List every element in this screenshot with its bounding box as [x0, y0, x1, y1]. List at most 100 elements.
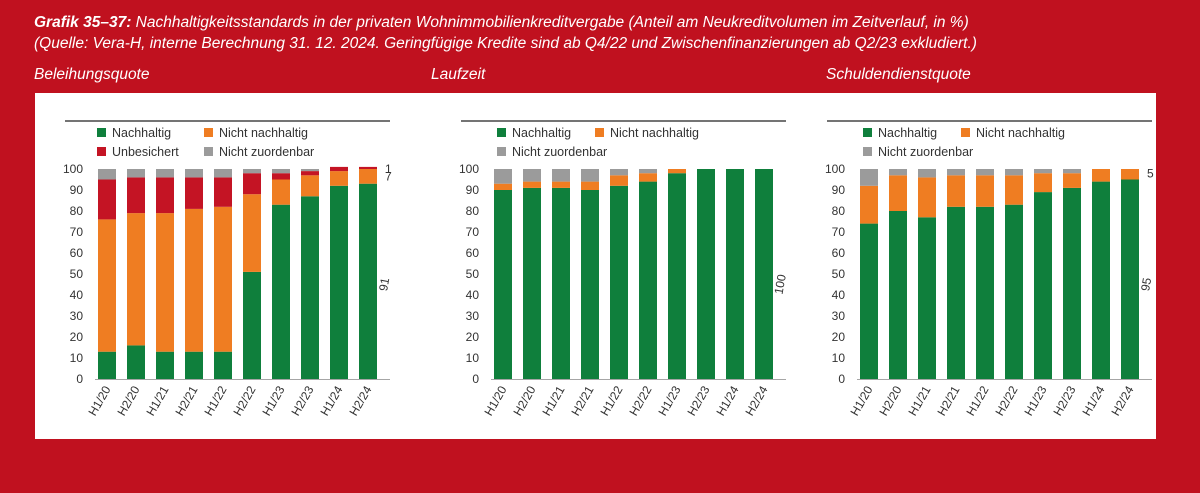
data-label-nachhaltig: 100: [772, 273, 789, 295]
bar-nicht-nachhaltig: [610, 175, 628, 186]
bar-nicht-zuordenbar: [552, 169, 570, 182]
bar-nachhaltig: [639, 181, 657, 379]
y-tick-label: 100: [459, 162, 479, 176]
bar-nicht-nachhaltig: [668, 169, 686, 174]
x-tick-label: H2/20: [114, 383, 142, 418]
bar-nicht-nachhaltig: [1121, 169, 1139, 180]
figure-title-bold: Grafik 35–37:: [34, 14, 132, 31]
bar-nachhaltig: [1063, 187, 1081, 379]
bar-unbesichert: [272, 173, 290, 180]
chart-title-beleihungsquote: Beleihungsquote: [34, 66, 150, 83]
x-tick-label: H2/24: [1108, 383, 1136, 418]
bar-unbesichert: [127, 177, 145, 214]
figure-title-rest: Nachhaltigkeitsstandards in der privaten…: [131, 14, 969, 31]
bar-nicht-zuordenbar: [947, 169, 965, 176]
bar-nicht-zuordenbar: [889, 169, 907, 176]
legend-swatch-nachhaltig: [497, 128, 506, 137]
x-tick-label: H1/22: [597, 383, 625, 418]
y-tick-label: 80: [832, 204, 846, 218]
chart-title-schuldendienstquote: Schuldendienstquote: [826, 66, 971, 83]
bar-nicht-nachhaltig: [1092, 169, 1110, 182]
bar-nicht-zuordenbar: [610, 169, 628, 176]
bar-nachhaltig: [127, 345, 145, 379]
bar-nicht-zuordenbar: [494, 169, 512, 184]
bar-nicht-zuordenbar: [581, 169, 599, 182]
x-tick-label: H2/21: [934, 383, 962, 418]
y-tick-label: 90: [70, 183, 84, 197]
legend-swatch-nicht-zuordenbar: [497, 147, 506, 156]
bar-nicht-zuordenbar: [639, 169, 657, 174]
bar-nicht-nachhaltig: [330, 171, 348, 186]
bar-nachhaltig: [889, 211, 907, 379]
y-tick-label: 90: [466, 183, 480, 197]
bar-nachhaltig: [523, 187, 541, 379]
x-tick-label: H1/20: [481, 383, 509, 418]
x-tick-label: H2/23: [684, 383, 712, 418]
bar-nachhaltig: [272, 204, 290, 379]
x-tick-label: H1/21: [143, 383, 171, 418]
y-tick-label: 20: [832, 330, 846, 344]
data-label-nicht-nachhaltig: 7: [385, 170, 392, 184]
bar-nachhaltig: [359, 183, 377, 379]
x-tick-label: H1/21: [539, 383, 567, 418]
legend-swatch-nicht-nachhaltig: [204, 128, 213, 137]
bar-nachhaltig: [1121, 179, 1139, 379]
y-tick-label: 50: [466, 267, 480, 281]
legend-swatch-nachhaltig: [863, 128, 872, 137]
y-tick-label: 10: [832, 351, 846, 365]
legend-swatch-nicht-nachhaltig: [595, 128, 604, 137]
x-tick-label: H2/22: [230, 383, 258, 418]
bar-nicht-zuordenbar: [1063, 169, 1081, 174]
x-tick-label: H1/22: [963, 383, 991, 418]
bar-nicht-nachhaltig: [860, 185, 878, 224]
bar-nicht-nachhaltig: [156, 213, 174, 352]
bar-nachhaltig: [1034, 192, 1052, 379]
bar-unbesichert: [301, 171, 319, 176]
bar-nicht-zuordenbar: [272, 169, 290, 174]
x-tick-label: H1/23: [259, 383, 287, 418]
bar-nicht-nachhaltig: [552, 181, 570, 188]
legend-label-unbesichert: Unbesichert: [112, 145, 179, 159]
legend-label-nicht-nachhaltig: Nicht nachhaltig: [610, 126, 699, 140]
data-label-unbesichert: 1: [385, 162, 392, 176]
x-tick-label: H1/23: [655, 383, 683, 418]
legend-label-nachhaltig: Nachhaltig: [512, 126, 571, 140]
bar-nachhaltig: [552, 187, 570, 379]
bar-nicht-zuordenbar: [918, 169, 936, 178]
x-tick-label: H2/22: [992, 383, 1020, 418]
x-tick-label: H2/20: [510, 383, 538, 418]
bar-nicht-zuordenbar: [156, 169, 174, 178]
bar-nicht-zuordenbar: [860, 169, 878, 186]
x-tick-label: H2/21: [568, 383, 596, 418]
bar-nicht-nachhaltig: [639, 173, 657, 182]
bar-unbesichert: [359, 166, 377, 169]
bar-nachhaltig: [976, 206, 994, 379]
bar-nachhaltig: [98, 351, 116, 379]
bar-unbesichert: [156, 177, 174, 214]
bar-nicht-nachhaltig: [1063, 173, 1081, 188]
bar-nicht-nachhaltig: [127, 213, 145, 346]
bar-nicht-zuordenbar: [185, 169, 203, 178]
y-tick-label: 80: [70, 204, 84, 218]
x-tick-label: H1/23: [1021, 383, 1049, 418]
bar-nachhaltig: [1092, 181, 1110, 379]
bar-nicht-zuordenbar: [98, 169, 116, 180]
legend-label-nicht-zuordenbar: Nicht zuordenbar: [878, 145, 973, 159]
charts-panel: Nachhaltig Nicht nachhaltig Unbesichert Nic…: [35, 93, 1156, 439]
x-tick-label: H2/22: [626, 383, 654, 418]
bar-nicht-nachhaltig: [581, 181, 599, 190]
bar-nachhaltig: [918, 217, 936, 379]
data-label-nachhaltig: 91: [376, 276, 392, 292]
x-tick-label: H2/20: [876, 383, 904, 418]
y-tick-label: 20: [70, 330, 84, 344]
legend-swatch-unbesichert: [97, 147, 106, 156]
y-tick-label: 90: [832, 183, 846, 197]
y-tick-label: 70: [466, 225, 480, 239]
bar-nicht-zuordenbar: [301, 169, 319, 172]
bar-nicht-nachhaltig: [214, 206, 232, 352]
x-tick-label: H1/21: [905, 383, 933, 418]
bar-nicht-zuordenbar: [1005, 169, 1023, 176]
y-tick-label: 30: [832, 309, 846, 323]
bar-nachhaltig: [755, 169, 773, 379]
legend-swatch-nicht-zuordenbar: [863, 147, 872, 156]
